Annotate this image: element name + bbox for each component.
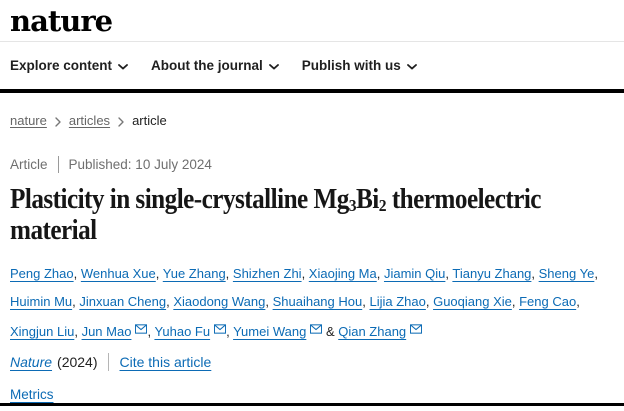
nav-item-label: Publish with us — [301, 58, 401, 73]
header-black-rule — [0, 89, 624, 93]
header: nature — [0, 0, 624, 41]
author-link[interactable]: Tianyu Zhang — [452, 266, 532, 281]
journal-link[interactable]: Nature — [10, 354, 53, 370]
author-separator: , — [74, 324, 82, 339]
title-text: thermoelectric — [386, 184, 542, 215]
author-separator: & — [322, 324, 339, 339]
author-link[interactable]: Xiaodong Wang — [173, 294, 266, 309]
metrics-row: Metrics — [10, 386, 624, 403]
page-title: Plasticity in single-crystalline Mg3Bi2 … — [10, 184, 563, 246]
nav-item-publish-with-us[interactable]: Publish with us — [302, 58, 417, 73]
breadcrumb-current-article: article — [132, 113, 167, 128]
main-nav: Explore content About the journal Publis… — [0, 42, 624, 89]
email-envelope-icon[interactable] — [135, 316, 148, 344]
chevron-right-icon — [55, 116, 61, 127]
author-link[interactable]: Xiaojing Ma — [308, 266, 377, 281]
nav-item-about-the-journal[interactable]: About the journal — [151, 58, 279, 73]
metrics-link[interactable]: Metrics — [10, 387, 54, 402]
chevron-down-icon — [406, 63, 417, 70]
author-link[interactable]: Yue Zhang — [162, 266, 226, 281]
author-list: Peng Zhao, Wenhua Xue, Yue Zhang, Shizhe… — [10, 260, 624, 346]
breadcrumb: nature articles article — [10, 113, 624, 129]
author-separator: , — [155, 266, 163, 281]
section-divider-rule — [0, 403, 624, 406]
author-separator: , — [511, 294, 520, 309]
email-envelope-icon[interactable] — [214, 316, 227, 344]
cite-this-article-link[interactable]: Cite this article — [107, 353, 211, 371]
author-separator: , — [376, 266, 384, 281]
author-link[interactable]: Qian Zhang — [338, 324, 407, 339]
author-separator: , — [594, 266, 598, 281]
author-link[interactable]: Jiamin Qiu — [383, 266, 446, 281]
author-link[interactable]: Lijia Zhao — [369, 294, 426, 309]
nav-item-label: About the journal — [151, 58, 263, 73]
breadcrumb-link-articles[interactable]: articles — [68, 113, 111, 128]
author-link[interactable]: Sheng Ye — [538, 266, 595, 281]
author-link[interactable]: Wenhua Xue — [80, 266, 156, 281]
author-link[interactable]: Jinxuan Cheng — [79, 294, 167, 309]
title-subscript: 3 — [348, 196, 357, 216]
author-separator: , — [147, 324, 155, 339]
author-separator: , — [425, 294, 434, 309]
nav-item-explore-content[interactable]: Explore content — [10, 58, 128, 73]
author-separator: , — [226, 324, 234, 339]
author-link[interactable]: Shuaihang Hou — [272, 294, 363, 309]
author-separator: , — [265, 294, 273, 309]
author-separator: , — [445, 266, 453, 281]
chevron-right-icon — [118, 116, 124, 127]
author-separator: , — [225, 266, 233, 281]
author-separator: , — [73, 266, 81, 281]
journal-year: (2024) — [57, 354, 98, 370]
author-link[interactable]: Shizhen Zhi — [232, 266, 302, 281]
author-separator: , — [362, 294, 370, 309]
chevron-down-icon — [118, 63, 128, 70]
author-link[interactable]: Huimin Mu — [10, 294, 73, 309]
title-subscript: 2 — [378, 196, 387, 216]
title-text: Bi — [356, 184, 379, 215]
author-link[interactable]: Jun Mao — [81, 324, 132, 339]
author-separator: , — [166, 294, 174, 309]
email-envelope-icon[interactable] — [310, 316, 323, 344]
author-separator: , — [301, 266, 309, 281]
author-separator: , — [576, 294, 580, 309]
nature-logo[interactable]: nature — [10, 4, 113, 38]
author-link[interactable]: Peng Zhao — [10, 266, 74, 281]
title-text: material — [10, 215, 97, 246]
author-separator: , — [531, 266, 539, 281]
published-date: Published: 10 July 2024 — [57, 156, 212, 173]
author-link[interactable]: Guoqiang Xie — [433, 294, 512, 309]
title-text: Plasticity in single-crystalline Mg — [10, 184, 349, 215]
author-link[interactable]: Xingjun Liu — [10, 324, 75, 339]
article-type-label: Article — [10, 157, 48, 172]
author-link[interactable]: Yuhao Fu — [154, 324, 211, 339]
author-link[interactable]: Feng Cao — [519, 294, 577, 309]
breadcrumb-link-nature[interactable]: nature — [10, 113, 47, 128]
chevron-down-icon — [268, 63, 279, 70]
article-meta: Article Published: 10 July 2024 — [10, 156, 624, 173]
citation-row: Nature (2024) Cite this article — [10, 353, 624, 371]
header-divider — [0, 41, 624, 42]
email-envelope-icon[interactable] — [410, 316, 423, 344]
nav-item-label: Explore content — [10, 58, 113, 73]
author-separator: , — [72, 294, 80, 309]
author-link[interactable]: Yumei Wang — [233, 324, 307, 339]
